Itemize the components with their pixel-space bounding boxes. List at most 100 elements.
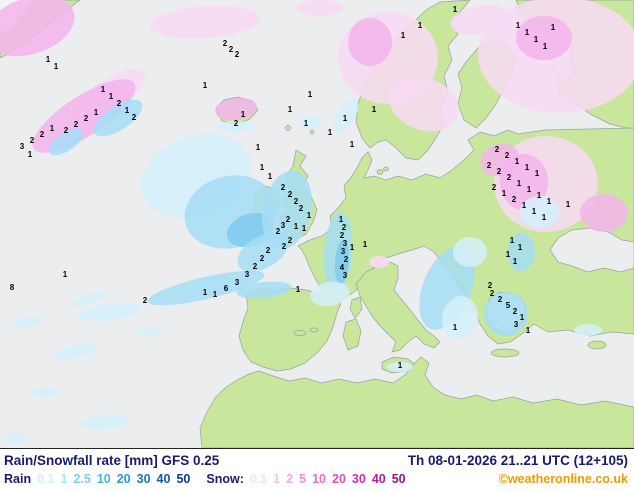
land-sardinia (342, 318, 362, 351)
precip-value-marker: 1 (526, 326, 531, 335)
precip-value-marker: 1 (401, 31, 406, 40)
rain-patch (574, 324, 602, 336)
precip-value-marker: 2 (40, 130, 45, 139)
map-title: Rain/Snowfall rate [mm] GFS 0.25 (4, 453, 220, 468)
rain-patch (333, 97, 359, 135)
precip-value-marker: 1 (363, 240, 368, 249)
legend-value: 2.5 (73, 472, 91, 486)
precip-value-marker: 3 (343, 239, 348, 248)
precip-value-marker: 4 (340, 263, 345, 272)
rain-patch (453, 237, 487, 267)
precip-value-marker: 2 (276, 227, 281, 236)
legend: Rain 0.1 1 2.5 10 20 30 40 50 Snow: 0.1 1 2 5 10 20 3… (4, 470, 406, 489)
precip-value-marker: 3 (343, 271, 348, 280)
legend-value: 50 (391, 472, 406, 486)
precip-value-marker: 1 (296, 285, 301, 294)
precip-value-marker: 2 (487, 161, 492, 170)
rain-patch (5, 433, 27, 443)
precip-value-marker: 1 (50, 124, 55, 133)
precip-value-marker: 1 (63, 270, 68, 279)
precip-value-marker: 2 (143, 296, 148, 305)
legend-value: 5 (299, 472, 307, 486)
land-corsica (349, 296, 363, 319)
land-balearic (293, 330, 307, 336)
rain-patch (262, 170, 312, 250)
precip-value-marker: 1 (542, 213, 547, 222)
precip-value-marker: 1 (513, 257, 518, 266)
precip-value-marker: 2 (299, 204, 304, 213)
precip-value-marker: 1 (260, 163, 265, 172)
precip-value-marker: 3 (341, 247, 346, 256)
precip-value-marker: 2 (507, 173, 512, 182)
precip-value-marker: 1 (343, 114, 348, 123)
legend-value: 10 (96, 472, 111, 486)
precip-value-marker: 1 (518, 243, 523, 252)
legend-value: 0.1 (37, 472, 55, 486)
weather-map: 1111212222132211222112111111111111112211… (0, 0, 634, 448)
precip-value-marker: 1 (525, 28, 530, 37)
snow-patch (296, 0, 344, 16)
rain-patch (70, 293, 106, 307)
rain-patch (310, 281, 350, 307)
precip-value-marker: 2 (223, 39, 228, 48)
precip-value-marker: 1 (308, 90, 313, 99)
precip-value-marker: 1 (302, 224, 307, 233)
precip-value-marker: 2 (229, 45, 234, 54)
precip-value-marker: 1 (453, 323, 458, 332)
precip-value-marker: 1 (203, 288, 208, 297)
rain-patch (12, 316, 44, 328)
precip-value-marker: 2 (492, 183, 497, 192)
precip-value-marker: 1 (241, 110, 246, 119)
legend-value: 0.1 (249, 472, 268, 486)
legend-value: 40 (156, 472, 171, 486)
precip-value-marker: 2 (505, 151, 510, 160)
precip-value-marker: 1 (46, 55, 51, 64)
precip-value-marker: 3 (245, 270, 250, 279)
snow-patch (580, 194, 628, 232)
precip-value-marker: 2 (497, 167, 502, 176)
precip-value-marker: 1 (125, 106, 130, 115)
legend-value: 1 (273, 472, 281, 486)
rain-patch (507, 233, 535, 271)
precip-value-marker: 2 (84, 114, 89, 123)
precip-value-marker: 6 (224, 284, 229, 293)
precip-value-marker: 1 (566, 200, 571, 209)
precip-value-marker: 2 (488, 281, 493, 290)
precip-value-marker: 1 (517, 179, 522, 188)
legend-value: 30 (351, 472, 366, 486)
precip-value-marker: 2 (260, 254, 265, 263)
precip-value-marker: 1 (516, 21, 521, 30)
precip-value-marker: 1 (534, 35, 539, 44)
precip-value-marker: 2 (117, 99, 122, 108)
precip-value-marker: 3 (235, 278, 240, 287)
precip-value-marker: 1 (506, 250, 511, 259)
precip-value-marker: 1 (304, 119, 309, 128)
precip-value-marker: 2 (253, 262, 258, 271)
precip-value-marker: 2 (235, 50, 240, 59)
precip-value-marker: 1 (551, 23, 556, 32)
precip-value-marker: 1 (515, 157, 520, 166)
precip-value-marker: 1 (372, 105, 377, 114)
precip-value-marker: 2 (495, 145, 500, 154)
precip-value-marker: 2 (282, 242, 287, 251)
precip-value-marker: 2 (340, 231, 345, 240)
precip-value-marker: 2 (498, 295, 503, 304)
precip-value-marker: 1 (537, 191, 542, 200)
snow-patch (348, 18, 392, 66)
snow-patch (150, 5, 260, 39)
precip-value-marker: 2 (30, 136, 35, 145)
snow-layer (0, 0, 634, 268)
rain-patch (236, 281, 292, 299)
snow-patch (0, 0, 75, 57)
rain-patch (53, 344, 97, 360)
rain-scale: 0.1 1 2.5 10 20 30 40 50 (37, 470, 190, 489)
rain-patch (137, 327, 163, 337)
precip-value-marker: 1 (502, 189, 507, 198)
precip-value-marker: 2 (266, 246, 271, 255)
precip-value-marker: 2 (74, 120, 79, 129)
precip-value-marker: 2 (64, 126, 69, 135)
land-balearic (309, 327, 319, 333)
rain-patch (147, 270, 265, 306)
snow-patch (369, 256, 389, 268)
